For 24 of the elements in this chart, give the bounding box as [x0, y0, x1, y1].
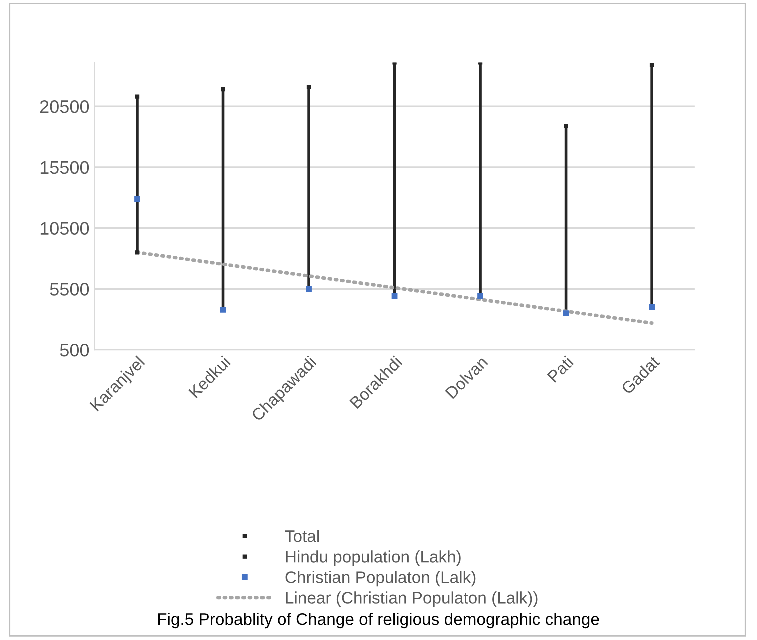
point [306, 84, 312, 90]
caption: Fig.5 Probablity of Change of religious demographic change [158, 613, 600, 629]
point [564, 124, 568, 128]
y-tick-label: 5500 [50, 283, 90, 296]
y-tick-label: 20500 [40, 100, 90, 114]
point [478, 294, 484, 300]
point [650, 63, 654, 68]
point [134, 196, 140, 202]
point [135, 250, 140, 255]
point [649, 304, 655, 310]
legend-label: Christian Populaton (Lalk) [286, 571, 476, 587]
y-tick-label: 500 [60, 344, 90, 357]
point [563, 310, 570, 316]
point [135, 94, 140, 99]
x-tick-label: Pati [546, 356, 574, 383]
legend-label: Linear (Christian Populaton (Lalk)) [286, 592, 538, 608]
point [220, 306, 226, 313]
point [306, 286, 312, 292]
point [392, 294, 398, 300]
legend-label: Hindu population (Lakh) [286, 550, 461, 566]
y-tick-label: 10500 [40, 222, 90, 236]
point [221, 87, 226, 92]
legend-label: Total [285, 530, 320, 542]
y-tick-label: 15500 [40, 161, 90, 174]
